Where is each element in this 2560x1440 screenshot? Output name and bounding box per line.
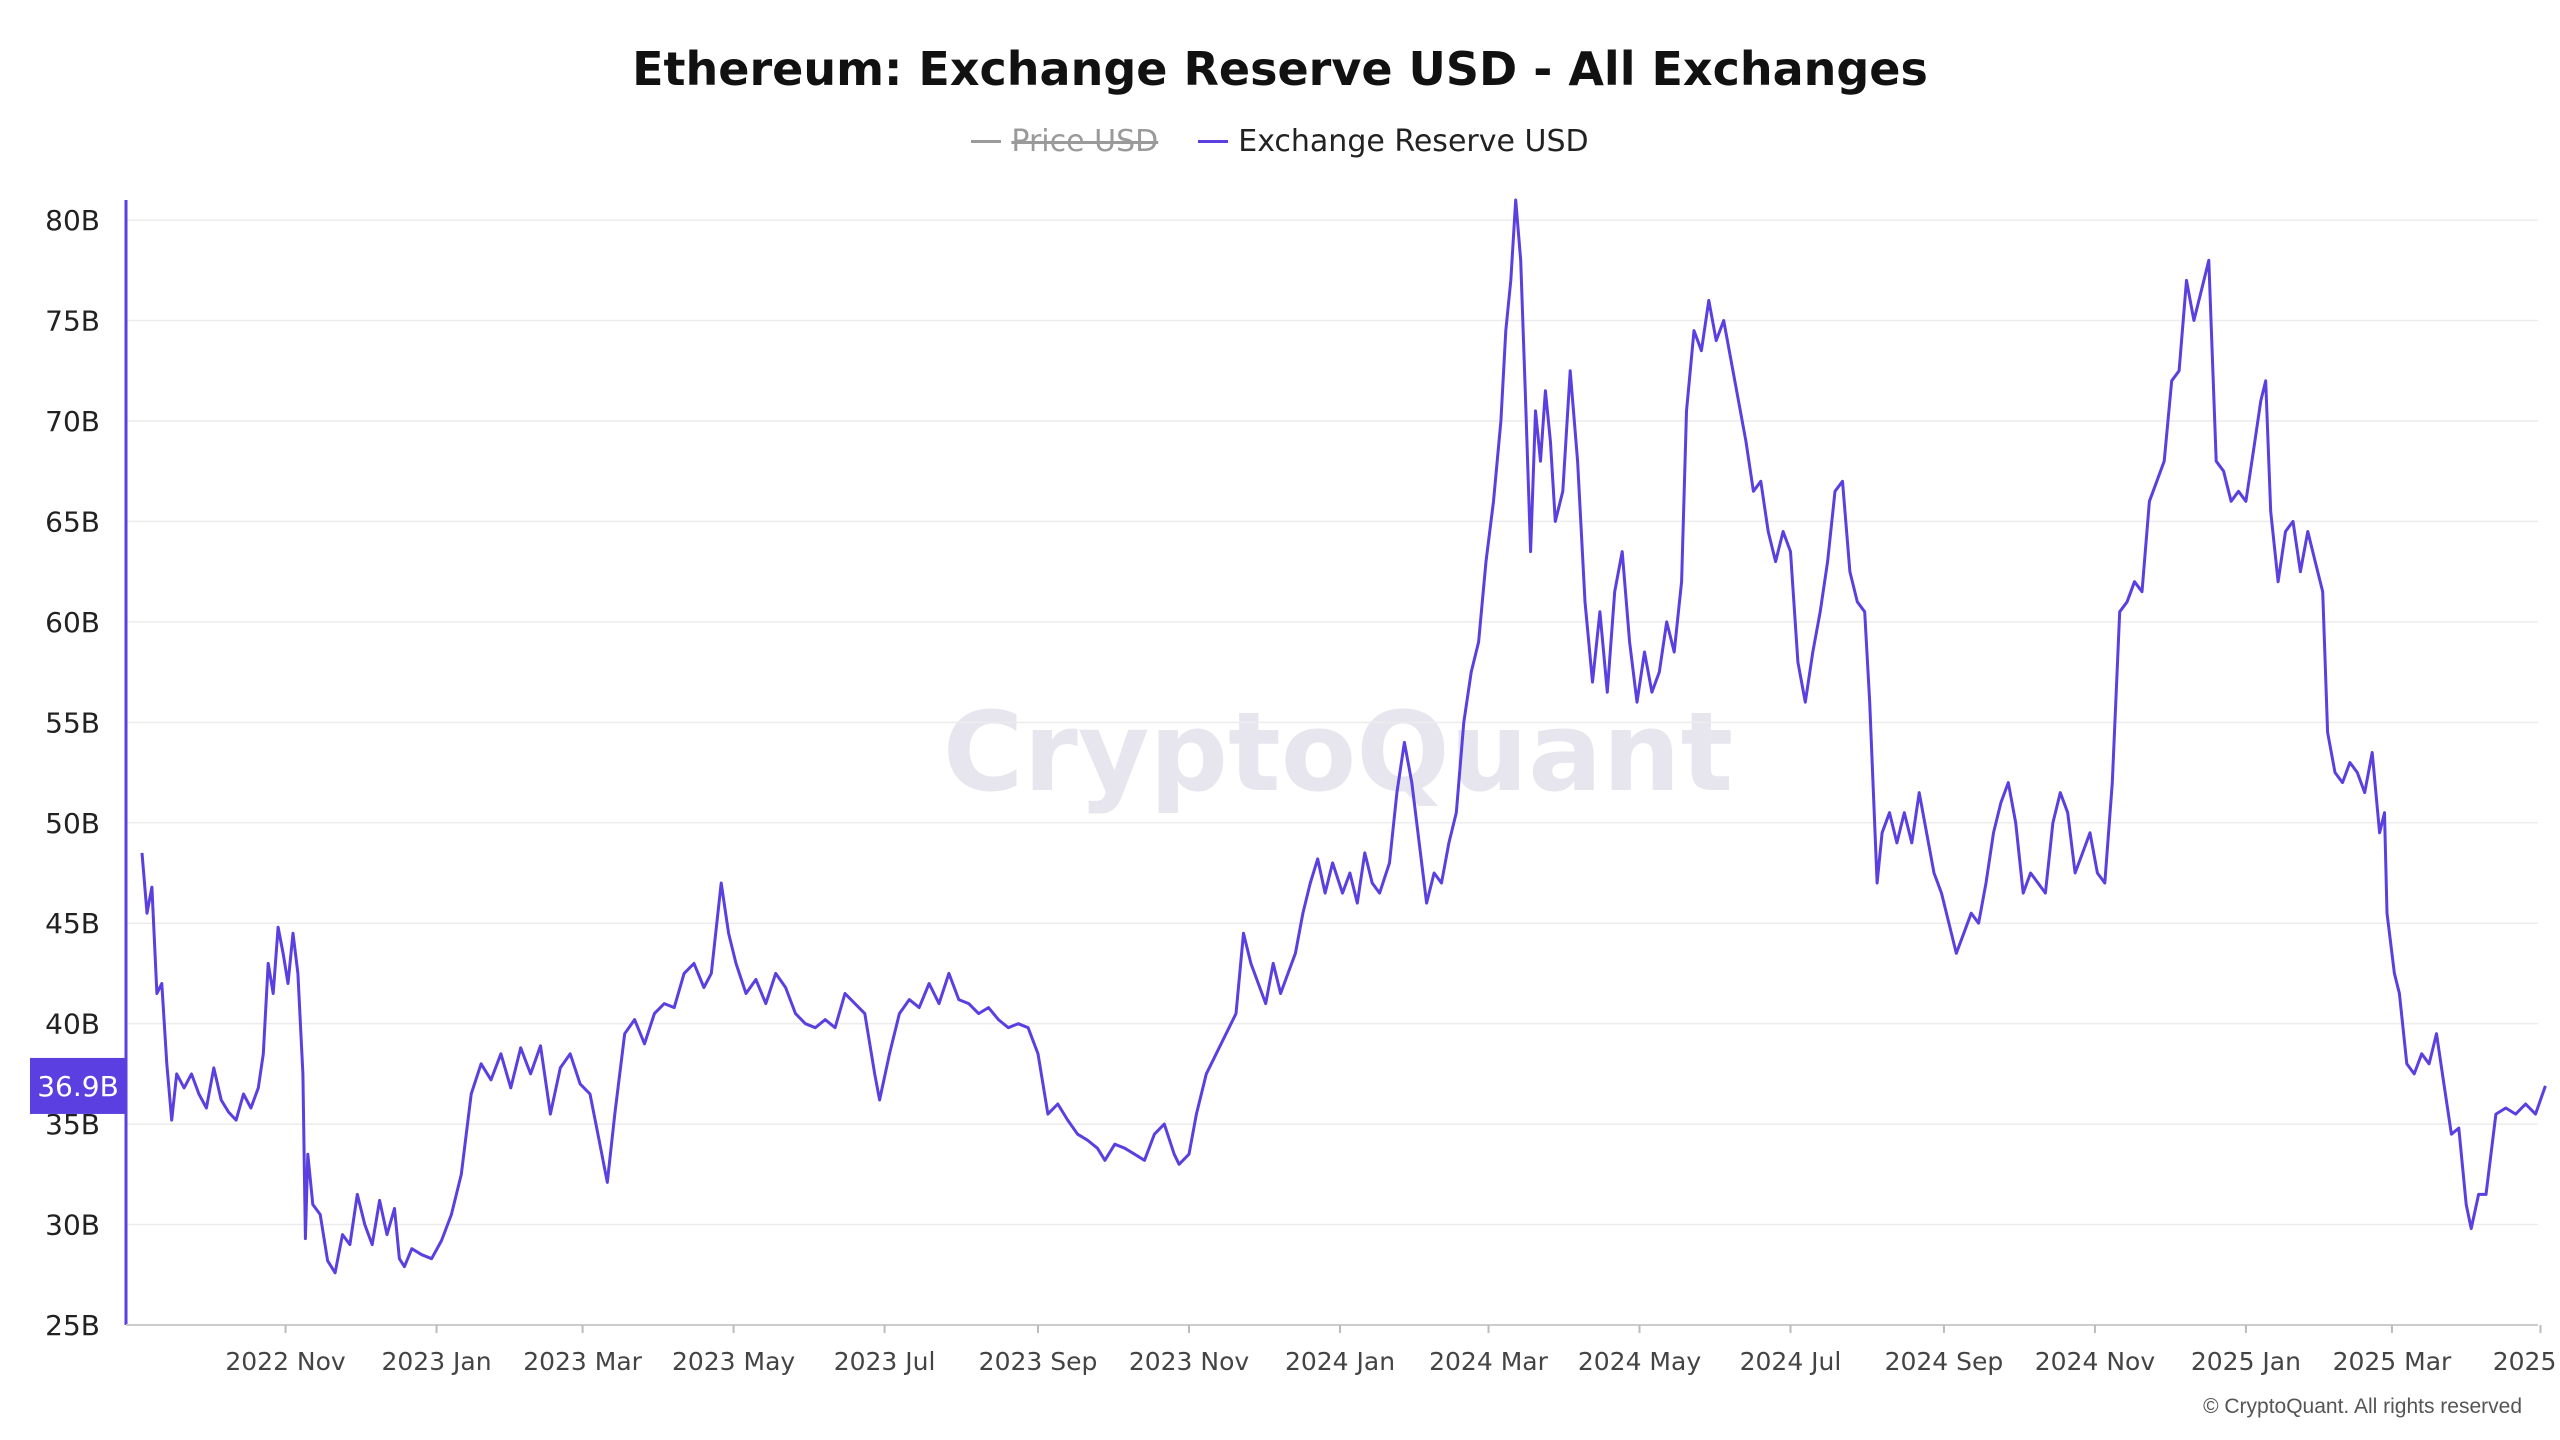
y-tick-label: 45B — [45, 907, 100, 940]
x-tick-label: 2025 Mar — [2333, 1347, 2452, 1376]
x-tick-label: 2023 Nov — [1129, 1347, 1250, 1376]
y-tick-label: 25B — [45, 1309, 100, 1342]
legend-item-exchange-reserve[interactable]: Exchange Reserve USD — [1198, 124, 1589, 159]
chart-title: Ethereum: Exchange Reserve USD - All Exc… — [632, 42, 1928, 96]
y-tick-label: 40B — [45, 1008, 100, 1041]
x-tick-label: 2023 Sep — [979, 1347, 1098, 1376]
x-tick-label: 2022 Nov — [225, 1347, 346, 1376]
x-tick-label: 2024 Jan — [1285, 1347, 1395, 1376]
y-tick-label: 50B — [45, 807, 100, 840]
y-tick-label: 65B — [45, 505, 100, 538]
x-tick-label: 2024 Mar — [1429, 1347, 1548, 1376]
current-value-label: 36.9B — [37, 1070, 119, 1103]
series-layer — [140, 198, 2547, 1275]
x-tick-label: 2024 Jul — [1740, 1347, 1842, 1376]
x-tick-label: 2025 ... — [2493, 1347, 2560, 1376]
legend-label-price-usd: Price USD — [1011, 124, 1159, 159]
watermark: CryptoQuant — [943, 688, 1734, 816]
y-tick-label: 70B — [45, 405, 100, 438]
y-tick-label: 55B — [45, 706, 100, 739]
x-tick-label: 2024 May — [1578, 1347, 1701, 1376]
series-line-exchange-reserve-usd — [140, 198, 2547, 1275]
y-tick-label: 80B — [45, 204, 100, 237]
axes — [124, 200, 2538, 1326]
y-tick-label: 75B — [45, 305, 100, 338]
y-tick-label: 30B — [45, 1209, 100, 1242]
x-tick-label: 2024 Nov — [2035, 1347, 2156, 1376]
x-tick-label: 2023 Mar — [523, 1347, 642, 1376]
legend-label-exchange-reserve: Exchange Reserve USD — [1238, 124, 1589, 159]
y-tick-label: 60B — [45, 606, 100, 639]
x-tick-label: 2023 Jan — [381, 1347, 491, 1376]
current-value-badge — [30, 1057, 126, 1114]
x-tick-label: 2024 Sep — [1885, 1347, 2004, 1376]
legend-price-line — [971, 140, 1002, 143]
current-value-badge-group: 36.9B — [30, 1057, 126, 1114]
copyright-notice: © CryptoQuant. All rights reserved — [2203, 1395, 2522, 1418]
legend: Price USD Exchange Reserve USD — [0, 124, 2560, 159]
legend-item-price-usd[interactable]: Price USD — [971, 124, 1158, 159]
legend-reserve-line — [1198, 140, 1229, 143]
x-tick-label: 2023 May — [672, 1347, 795, 1376]
x-axis-ticks: 2022 Nov 2023 Jan 2023 Mar 2023 May 2023 Jul… — [225, 1325, 2560, 1376]
x-tick-label: 2023 Jul — [834, 1347, 936, 1376]
x-tick-label: 2025 Jan — [2191, 1347, 2301, 1376]
